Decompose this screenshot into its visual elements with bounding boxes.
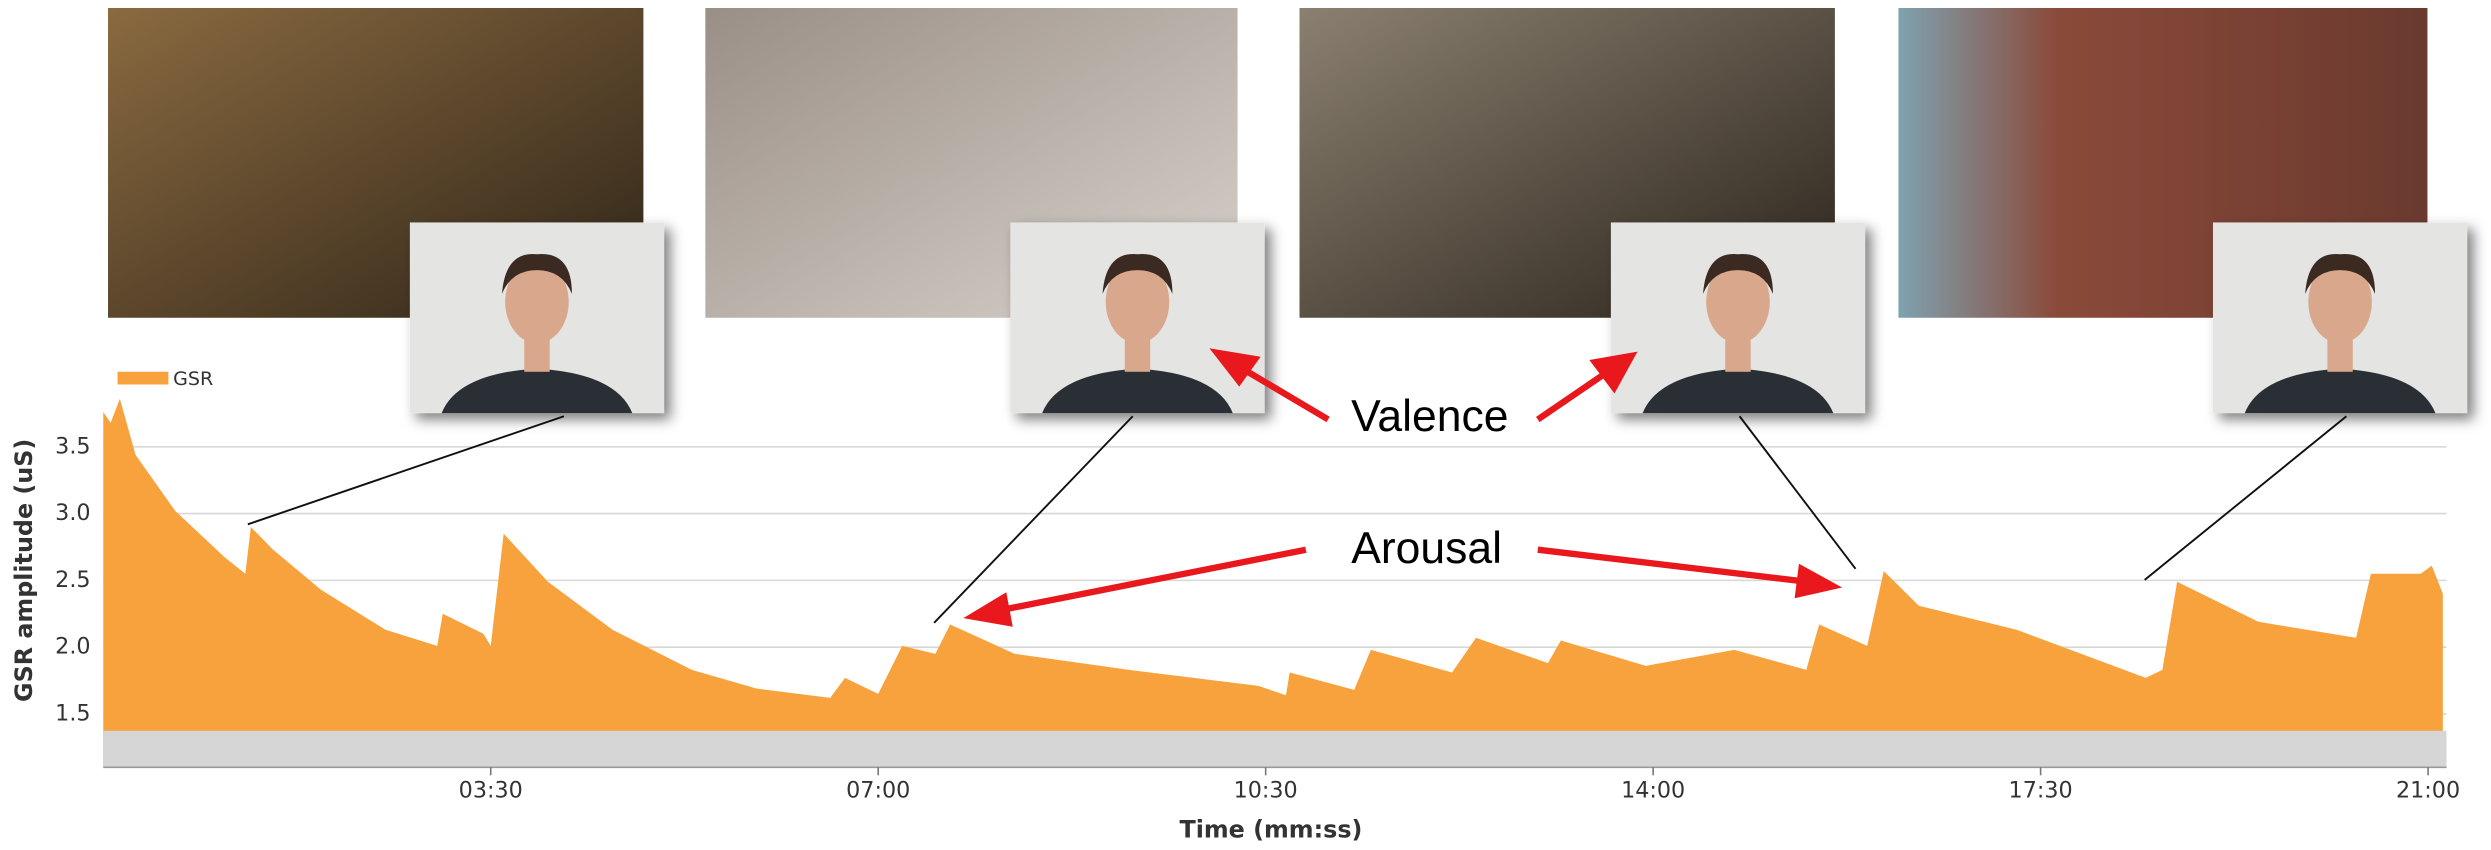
- x-tick-label: 21:00: [2396, 778, 2460, 804]
- x-tick-label: 14:00: [1621, 778, 1685, 804]
- y-tick-label: 2.5: [55, 567, 90, 593]
- baseline-band: [103, 731, 2446, 768]
- y-axis-label: GSR amplitude (uS): [10, 439, 38, 702]
- y-tick-label: 3.0: [55, 500, 90, 526]
- x-tick-label: 03:30: [459, 778, 523, 804]
- y-tick-label: 1.5: [55, 700, 90, 726]
- face-frame: [410, 222, 664, 413]
- y-tick-label: 2.0: [55, 634, 90, 660]
- legend-swatch: [118, 372, 169, 385]
- legend-label: GSR: [173, 368, 213, 390]
- face-frame: [2213, 222, 2467, 413]
- y-tick-label: 3.5: [55, 433, 90, 459]
- x-axis-label: Time (mm:ss): [1179, 815, 1362, 843]
- x-tick-label: 07:00: [846, 778, 910, 804]
- x-tick-label: 10:30: [1234, 778, 1298, 804]
- face-frame: [1010, 222, 1264, 413]
- annotation: Arousal: [1351, 524, 1502, 573]
- plot: 1.5 2.0 2.5 3.0 3.5 03:30 07:00 10:30 14:00 17:30…: [55, 368, 2460, 803]
- annotation: Valence: [1351, 392, 1508, 441]
- face-frame: [1611, 222, 1865, 413]
- x-tick-label: 17:30: [2009, 778, 2073, 804]
- chart: 1.5 2.0 2.5 3.0 3.5 03:30 07:00 10:30 14:00 17:30…: [0, 0, 2491, 850]
